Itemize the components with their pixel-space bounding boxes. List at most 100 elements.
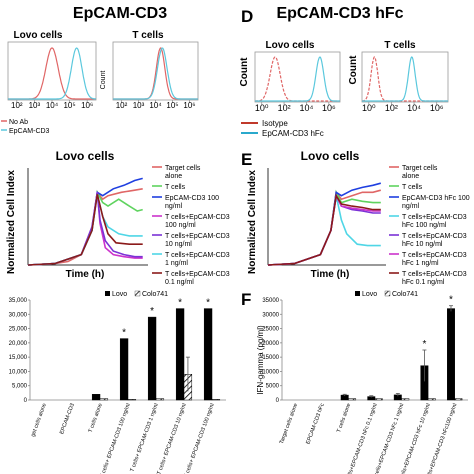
kinetics-right-series-1 <box>267 189 381 266</box>
flow-right-t-xtick-label-1: 10² <box>385 103 398 113</box>
kinetics-left-legend-label-0-1: alone <box>165 173 182 180</box>
ifn-left-bar-0-2 <box>91 394 101 401</box>
ifn-right-ytick-label-5: 10000 <box>262 369 279 375</box>
flow-right-count-label-2: Count <box>348 55 359 85</box>
ifn-right-sig-6: * <box>449 295 453 306</box>
flow-left-t-panel: 10² 10³ 10⁴ 10⁵ 10⁶ <box>112 41 199 110</box>
ifn-left-xlabel-1: EPCAM-CD3 <box>59 403 76 436</box>
ifn-left-xlabel-3: T cells+ EPCAM-CD3 100 ng/ml <box>99 403 132 474</box>
kinetics-left-title: Lovo cells <box>56 149 115 163</box>
flow-right-count-label-1: Count <box>239 57 250 87</box>
ifn-right-ytick-label-1: 30000 <box>262 312 279 318</box>
ifn-left-ytick-label-7: 0 <box>24 398 28 404</box>
ifn-right-bar-1-5 <box>427 398 436 401</box>
ifn-right-ytick-label-3: 20000 <box>262 341 279 347</box>
ifn-right-legend-swatch-1 <box>384 290 391 297</box>
kinetics-right-legend-label-0-1: alone <box>402 173 419 180</box>
flow-right-t-title: T cells <box>384 40 416 51</box>
ifn-right-bar-1-4 <box>401 398 410 401</box>
kinetics-right-legend-label-4-1: hFc 10 ng/ml <box>402 241 443 248</box>
legend-label-epcam-cd3: EpCAM-CD3 <box>9 128 50 135</box>
flow-left-lovo-xtick-label-3: 10⁵ <box>63 101 75 110</box>
ifn-right-legend-label-1: Colo741 <box>392 291 418 298</box>
ifn-right-legend-label-0: Lovo <box>362 291 377 298</box>
kinetics-left-legend-label-6-1: 0.1 ng/ml <box>165 279 194 286</box>
kinetics-left-xlabel: Time (h) <box>66 269 105 280</box>
ifn-left-xlabel-0: get cells alone <box>30 403 48 438</box>
kinetics-left-legend-label-4-1: 10 ng/ml <box>165 241 192 248</box>
ifn-left-bar-1-4 <box>155 398 165 401</box>
ifn-right-legend-swatch-0 <box>355 291 360 296</box>
kinetics-left-legend-label-5-1: 1 ng/ml <box>165 260 188 267</box>
flow-right-lovo-title: Lovo cells <box>266 40 315 51</box>
ifn-left-ytick-label-5: 10,000 <box>9 369 28 375</box>
ifn-right-xlabel-2: T cells alone <box>336 403 352 434</box>
flow-right-lovo-series-0 <box>255 56 340 102</box>
kinetics-right-legend-label-2-0: EpCAM-CD3 hFc 100 <box>402 195 470 202</box>
kinetics-left-series-6 <box>27 194 143 266</box>
kinetics-right-xlabel: Time (h) <box>311 269 350 280</box>
ifn-left-xlabel-2: T cells alone <box>88 403 104 434</box>
kinetics-right-legend-label-3-0: T cells+EpCAM-CD3 <box>402 214 467 221</box>
flow-left-t-xtick-label-2: 10⁴ <box>149 101 162 110</box>
flow-left-lovo-series-1 <box>8 47 96 100</box>
panel-letter-f: F <box>241 290 251 309</box>
kinetics-left-legend-label-5-0: T cells+EpCAM-CD3 <box>165 252 230 259</box>
kinetics-left-legend-label-3-1: 100 ng/ml <box>165 222 196 229</box>
ifn-left-ytick-label-4: 15,000 <box>9 355 28 361</box>
flow-left-t-xtick-label-3: 10⁵ <box>166 101 178 110</box>
kinetics-right-legend-label-5-0: T cells+EpCAM-CD3 <box>402 252 467 259</box>
ifn-left-ytick-label-3: 20,000 <box>9 341 28 347</box>
ifn-left-panel: 35,000 30,000 25,000 20,000 15,000 10,000 5,00… <box>9 290 226 474</box>
kinetics-left-ylabel: Normalized Cell Index <box>6 170 17 274</box>
ifn-left-bar-0-5 <box>175 308 185 401</box>
kinetics-left-legend-label-6-0: T cells+EpCAM-CD3 <box>165 271 230 278</box>
flow-right-t-xtick-label-3: 10⁶ <box>430 103 444 113</box>
flow-right-t-xtick-label-0: 10⁰ <box>362 103 376 113</box>
ifn-left-bar-1-2 <box>99 398 109 401</box>
kinetics-right-legend-label-2-1: ng/ml <box>402 203 420 210</box>
ifn-left-ytick-label-6: 5,000 <box>12 384 28 390</box>
ifn-left-legend-swatch-0 <box>105 291 110 296</box>
flow-right-t-frame <box>361 51 449 103</box>
kinetics-left-panel <box>27 168 148 266</box>
flow-left-lovo-xtick-label-1: 10³ <box>29 101 41 110</box>
ifn-right-ytick-label-0: 35000 <box>262 298 279 304</box>
ifn-right-xlabel-1: EPCAM-CD3 hFc <box>305 402 325 445</box>
legend-label-isotype: Isotype <box>262 119 288 128</box>
flow-left-lovo-title: Lovo cells <box>14 30 63 41</box>
flow-left-lovo-xtick-label-2: 10⁴ <box>46 101 59 110</box>
ifn-left-bar-1-6 <box>211 399 221 401</box>
flow-right-t-series-1 <box>362 56 448 102</box>
ifn-left-bar-0-3 <box>119 338 129 401</box>
flow-left-t-title: T cells <box>132 30 164 41</box>
ifn-left-bar-0-4 <box>147 316 157 401</box>
flow-left-t-series-0 <box>113 47 198 100</box>
ifn-left-sig-4: * <box>150 306 154 317</box>
kinetics-right-legend-label-4-0: T cells+EpCAM-CD3 <box>402 233 467 240</box>
legend-label-epcam-cd3-hfc: EpCAM-CD3 hFc <box>262 129 324 138</box>
ifn-right-bar-1-2 <box>348 398 357 401</box>
ifn-left-bar-1-3 <box>127 399 137 401</box>
kinetics-right-legend-label-0-0: Target cells <box>402 165 438 172</box>
flow-right-lovo-xtick-label-0: 10⁰ <box>255 103 269 113</box>
kinetics-right-legend-label-6-1: hFc 0.1 ng/ml <box>402 279 445 286</box>
ifn-left-xlabel-4: T cells+ EPCAM-CD3 1 ng/ml <box>129 403 159 473</box>
flow-right-lovo-xtick-label-3: 10⁶ <box>322 103 336 113</box>
kinetics-right-series-6 <box>267 193 381 266</box>
flow-right-lovo-series-1 <box>255 56 340 102</box>
flow-left-lovo-panel: 10² 10³ 10⁴ 10⁵ 10⁶ <box>7 41 97 110</box>
flow-left-t-xtick-label-1: 10³ <box>133 101 145 110</box>
flow-right-lovo-xtick-label-1: 10² <box>278 103 291 113</box>
flow-left-t-xtick-label-0: 10² <box>116 101 128 110</box>
kinetics-right-legend-label-1-0: T cells <box>402 184 423 191</box>
flow-left-count-label: Count <box>100 71 107 90</box>
kinetics-right-ylabel: Normalized Cell Index <box>247 170 258 274</box>
ifn-left-ytick-label-1: 30,000 <box>9 312 28 318</box>
kinetics-left-legend-label-3-0: T cells+EpCAM-CD3 <box>165 214 230 221</box>
ifn-left-legend-label-0: Lovo <box>112 291 127 298</box>
ifn-right-bar-1-6 <box>454 398 463 401</box>
